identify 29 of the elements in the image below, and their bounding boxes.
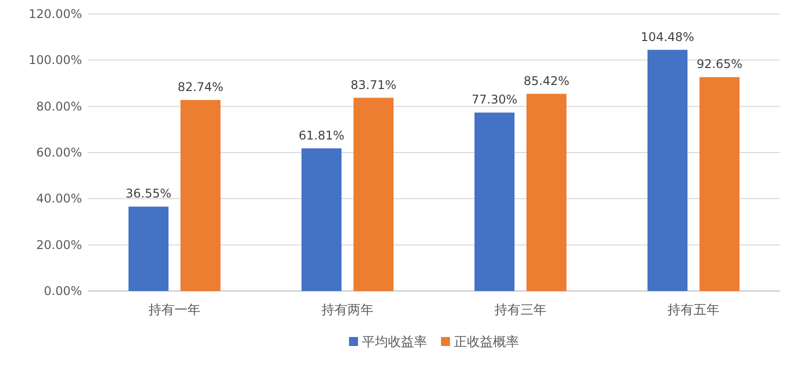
bar (180, 100, 220, 291)
data-label: 36.55% (126, 186, 172, 201)
x-tick-label: 持有一年 (148, 303, 200, 318)
data-label: 85.42% (524, 74, 570, 88)
data-label: 92.65% (696, 57, 742, 72)
bar (354, 98, 394, 291)
bar (700, 77, 740, 291)
data-label: 82.74% (178, 80, 224, 94)
bar (648, 50, 688, 291)
x-tick-label: 持有三年 (494, 303, 546, 318)
legend-label: 正收益概率 (454, 334, 519, 350)
data-label: 77.30% (472, 92, 518, 107)
y-tick-label: 40.00% (36, 192, 82, 206)
y-tick-label: 20.00% (36, 238, 82, 252)
bar (526, 94, 566, 291)
y-tick-label: 60.00% (36, 146, 82, 160)
y-tick-label: 0.00% (44, 284, 82, 298)
data-label: 61.81% (298, 128, 344, 142)
y-tick-label: 120.00% (28, 7, 82, 21)
x-tick-label: 持有五年 (668, 303, 720, 318)
y-tick-label: 80.00% (36, 99, 82, 114)
bar (474, 112, 514, 291)
x-tick-label: 持有两年 (322, 303, 374, 318)
y-tick-label: 100.00% (28, 53, 82, 68)
bar (302, 148, 342, 291)
legend-label: 平均收益率 (362, 334, 427, 350)
data-label: 104.48% (640, 30, 694, 44)
bar (128, 206, 168, 291)
data-label: 83.71% (350, 78, 396, 92)
